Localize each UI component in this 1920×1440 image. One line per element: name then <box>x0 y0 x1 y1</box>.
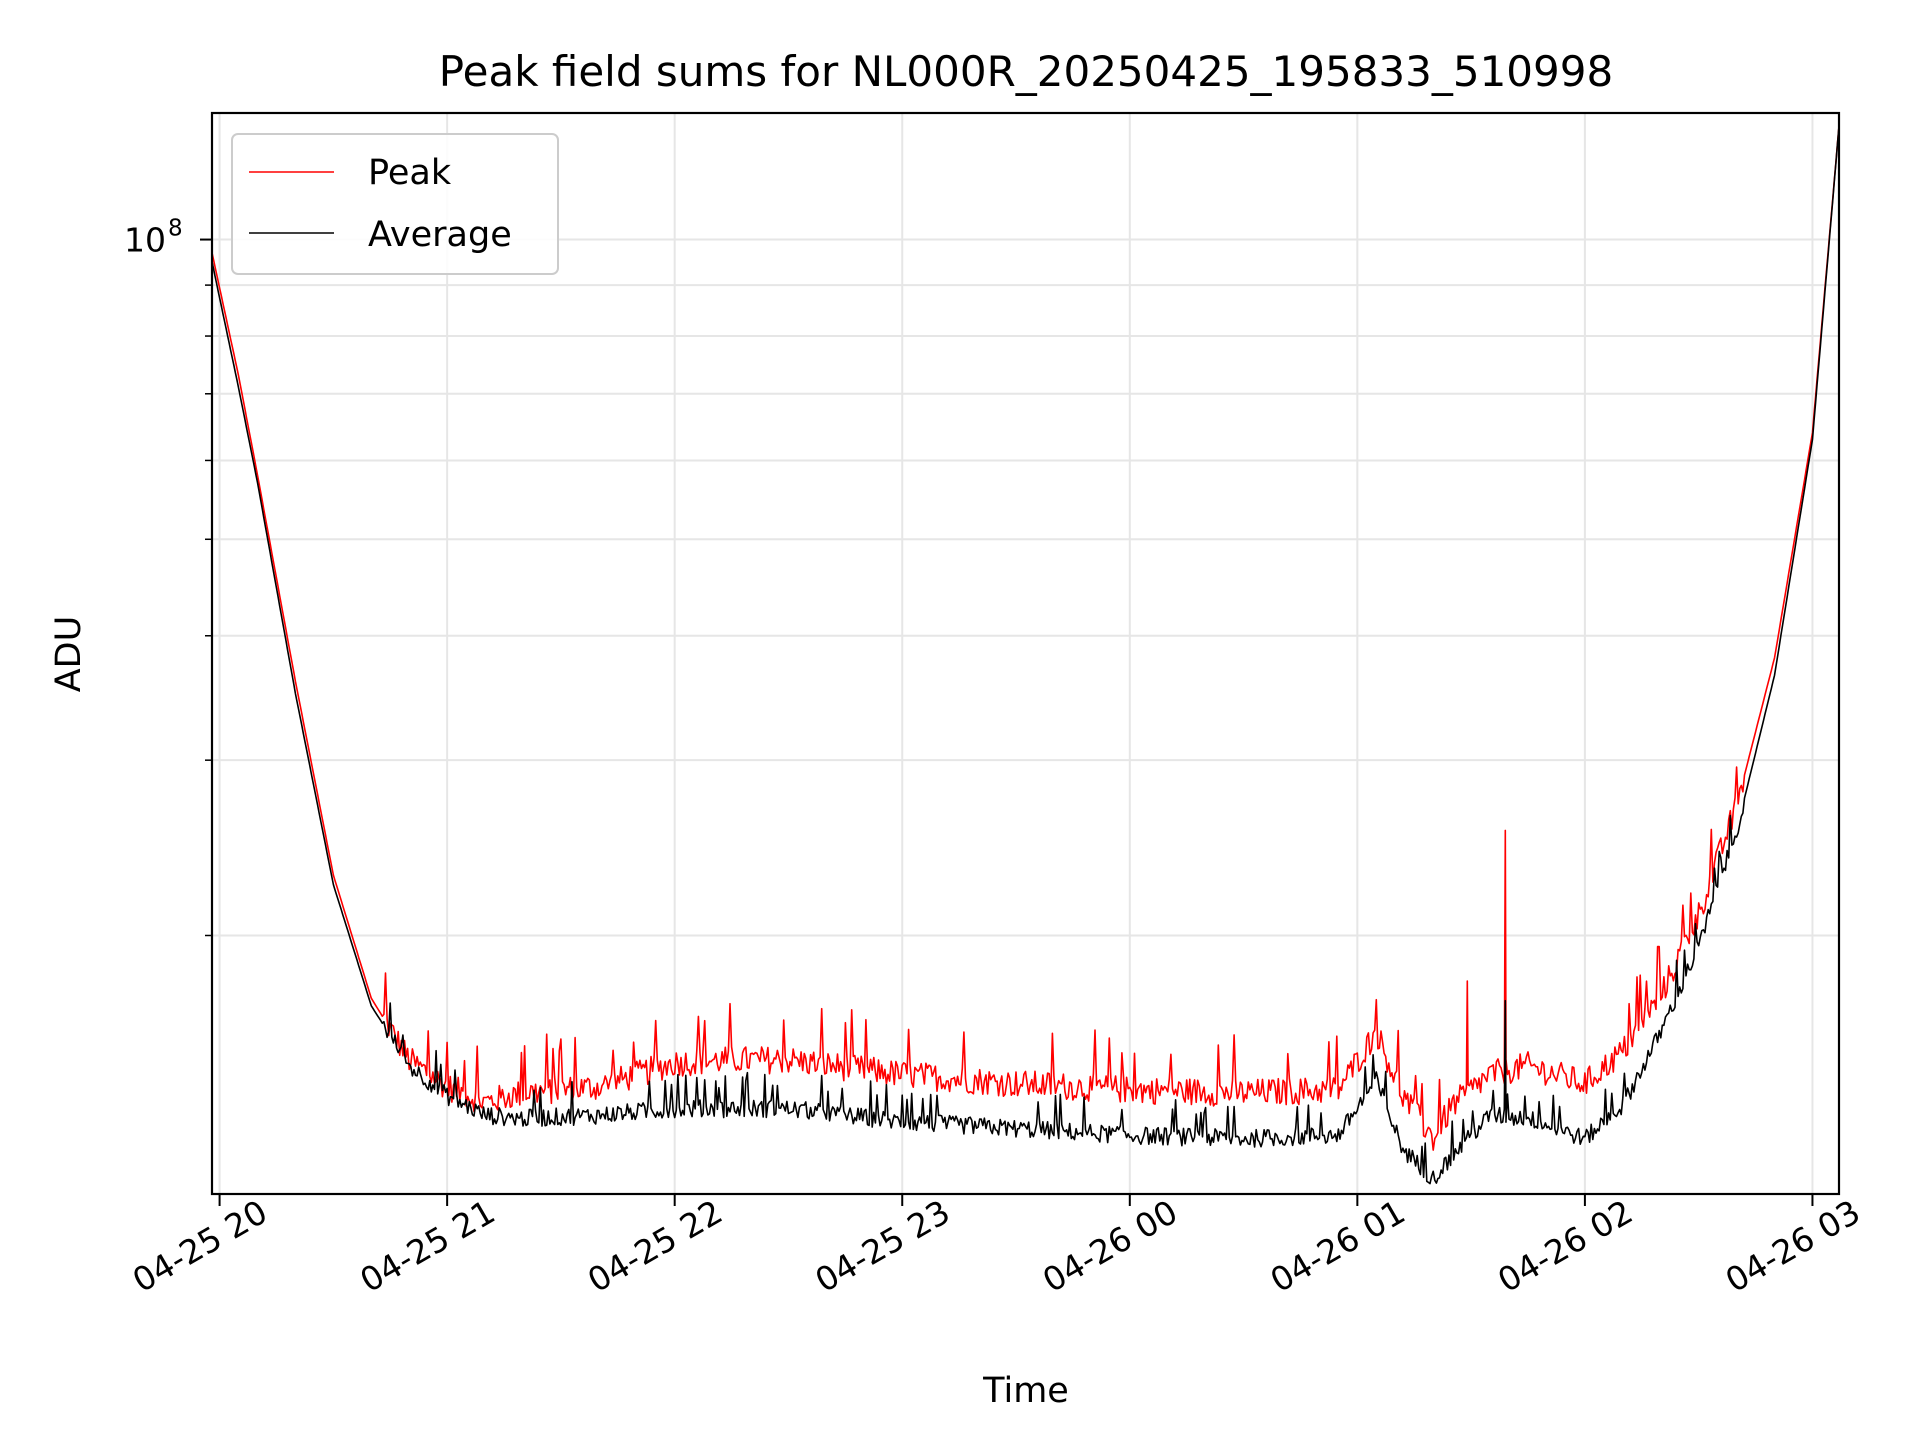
x-axis-label: Time <box>982 1371 1069 1411</box>
y-axis: 10 8 <box>124 216 212 937</box>
plot-frame <box>210 111 1841 1196</box>
y-tick-label-exponent: 8 <box>168 216 183 242</box>
legend-average-label: Average <box>368 215 512 255</box>
peak-series-line <box>211 126 1840 1151</box>
legend-box <box>231 133 559 275</box>
y-axis-label: ADU <box>49 616 89 693</box>
y-tick-label: 10 <box>124 221 166 260</box>
average-series-line <box>211 126 1840 1185</box>
legend-peak-label: Peak <box>368 153 452 193</box>
chart-title: Peak field sums for NL000R_20250425_1958… <box>439 47 1613 96</box>
legend: Peak Average <box>231 133 559 275</box>
series-layer <box>211 126 1840 1185</box>
